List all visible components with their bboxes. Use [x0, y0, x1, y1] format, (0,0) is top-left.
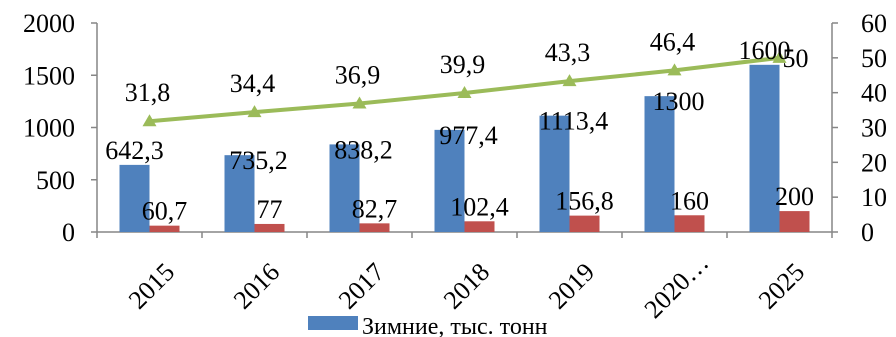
line-series-data-label: 43,3: [545, 38, 591, 67]
x-axis-category-label: 2015: [123, 257, 180, 314]
bar-winter-data-label: 977,4: [439, 121, 498, 150]
x-axis-category-label: 2025: [753, 257, 810, 314]
bar-series-2-data-label: 82,7: [352, 194, 398, 223]
left-axis: 0 500 1000 1500 2000: [23, 9, 98, 247]
legend: Зимние, тыс. тонн: [308, 314, 548, 337]
left-axis-tick-label: 1000: [23, 114, 75, 143]
bar-winter: [434, 129, 465, 232]
line-series-marker: [247, 105, 262, 118]
left-axis-tick-label: 1500: [23, 61, 75, 90]
line-series-marker: [667, 63, 682, 76]
legend-label-winter: Зимние, тыс. тонн: [362, 314, 548, 337]
bar-series-2: [149, 225, 180, 232]
data-labels: 642,3 735,2 838,2 977,4 1113,4 1300 1600 60,7 77…: [105, 27, 814, 225]
line-series-marker: [352, 96, 367, 109]
left-axis-tick-label: 2000: [23, 9, 75, 38]
bar-series-2: [569, 215, 600, 232]
x-axis-category-label: 2019: [543, 257, 600, 314]
line-series-data-label: 50: [783, 44, 809, 73]
legend-swatch-winter: [308, 316, 358, 330]
bar-series-2-data-label: 102,4: [450, 192, 509, 221]
bar-series-2-data-label: 160: [670, 186, 709, 215]
bar-series-2: [359, 223, 390, 232]
bar-winter: [224, 155, 255, 232]
line-series-data-label: 31,8: [125, 78, 171, 107]
x-axis: 2015 2016 2017 2018 2019 2020… 2025: [96, 231, 833, 324]
line-series-data-label: 36,9: [335, 60, 381, 89]
bar-winter: [644, 96, 675, 233]
bar-winter-data-label: 735,2: [229, 146, 288, 175]
right-axis-tick-label: 30: [861, 114, 887, 143]
line-series: [142, 50, 787, 127]
bar-winter: [329, 144, 360, 232]
right-axis-tick-label: 10: [861, 183, 887, 212]
bar-series-2: [674, 215, 705, 232]
x-axis-category-label: 2018: [438, 257, 495, 314]
right-axis-tick-label: 60: [861, 9, 887, 38]
bar-winter-data-label: 642,3: [105, 136, 164, 165]
bar-winter-data-label: 1113,4: [539, 107, 609, 136]
bar-winter-data-label: 1600: [739, 36, 791, 65]
right-axis: 0 10 20 30 40 50 60: [831, 9, 887, 247]
bar-series-2: [464, 221, 495, 232]
bar-series-2-data-label: 77: [257, 195, 283, 224]
bar-winter: [539, 115, 570, 232]
right-axis-tick-label: 20: [861, 148, 887, 177]
bar-winter: [119, 164, 150, 232]
bar-series-2: [779, 211, 810, 232]
bar-series-2-data-label: 60,7: [142, 197, 188, 226]
right-axis-tick-label: 40: [861, 79, 887, 108]
bar-winter-data-label: 838,2: [334, 135, 393, 164]
line-series-data-label: 46,4: [650, 27, 696, 56]
right-axis-tick-label: 0: [861, 218, 874, 247]
left-axis-tick-label: 0: [62, 218, 75, 247]
bar-series-2: [254, 223, 285, 232]
left-axis-tick-label: 500: [36, 166, 75, 195]
bar-winter: [749, 64, 780, 232]
line-series-data-label: 39,9: [440, 50, 486, 79]
right-axis-tick-label: 50: [861, 44, 887, 73]
line-series-marker: [772, 50, 787, 63]
line-series-marker: [457, 86, 472, 99]
line-series-marker: [562, 74, 577, 87]
line-series-marker: [142, 114, 157, 127]
bar-series-2-data-label: 200: [775, 182, 814, 211]
x-axis-category-label: 2020…: [639, 248, 715, 324]
line-series-data-label: 34,4: [230, 69, 276, 98]
x-axis-category-label: 2016: [228, 257, 285, 314]
bars: [119, 64, 810, 233]
bar-winter-data-label: 1300: [653, 87, 705, 116]
x-axis-category-label: 2017: [333, 257, 390, 314]
bar-series-2-data-label: 156,8: [555, 187, 614, 216]
